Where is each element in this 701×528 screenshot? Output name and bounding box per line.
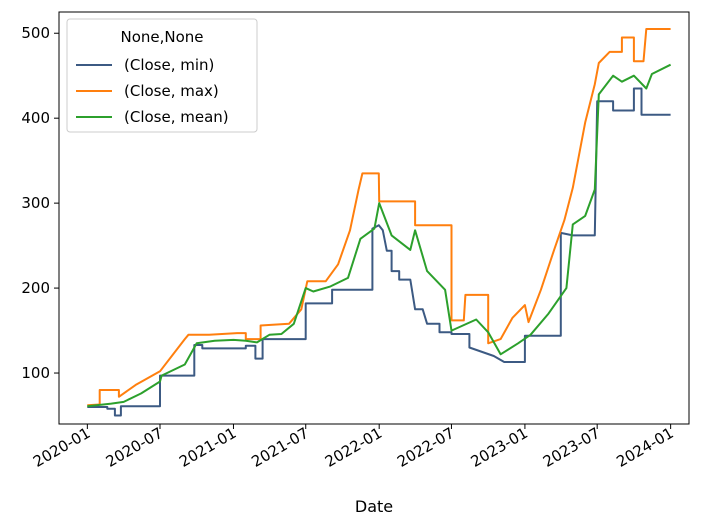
- y-tick-label: 300: [21, 194, 50, 212]
- y-axis: 100 200 300 400 500: [21, 24, 59, 382]
- y-tick-label: 100: [21, 364, 50, 382]
- series-line-0: [87, 87, 671, 417]
- x-axis-title: Date: [355, 497, 393, 516]
- series-line-1: [87, 28, 671, 407]
- legend-title: None,None: [120, 28, 203, 46]
- plot-frame: [58, 11, 690, 425]
- legend-label-min: (Close, min): [124, 56, 214, 74]
- series-layer: [87, 28, 672, 417]
- y-tick-label: 200: [21, 279, 50, 297]
- legend-label-mean: (Close, mean): [124, 108, 229, 126]
- y-tick-label: 400: [21, 109, 50, 127]
- series-line-2: [87, 63, 672, 408]
- legend: None,None (Close, min) (Close, max) (Clo…: [66, 18, 258, 133]
- legend-label-max: (Close, max): [124, 82, 219, 100]
- y-tick-label: 500: [21, 24, 50, 42]
- legend-box: [66, 18, 258, 133]
